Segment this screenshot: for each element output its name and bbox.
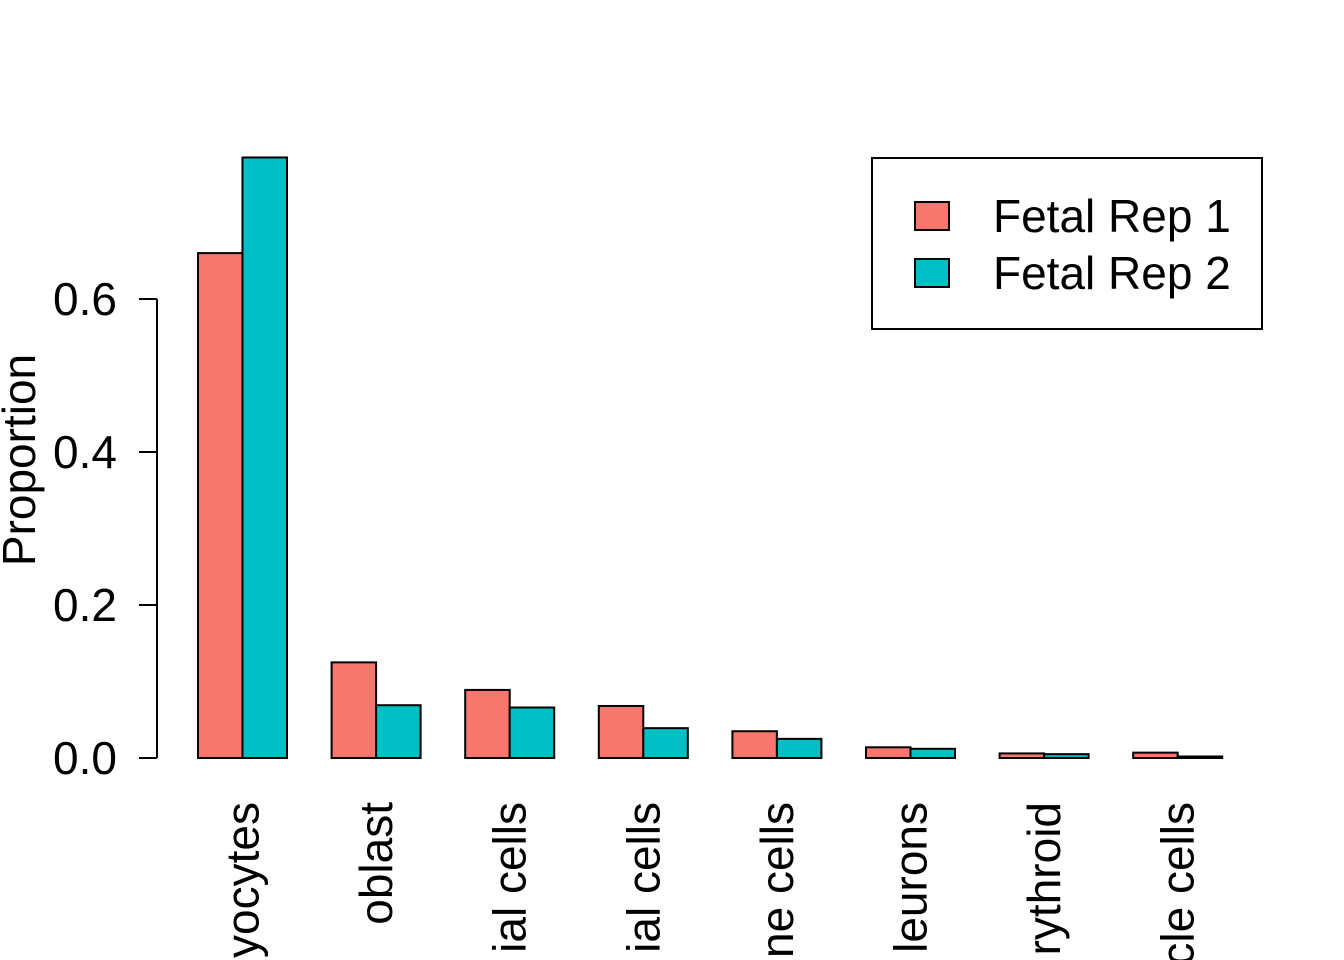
category-label: rythroid <box>1018 802 1070 955</box>
bar-2 <box>909 747 956 760</box>
bar-1 <box>197 252 244 759</box>
category-labels: yocytes oblast ial cells ial cells ne cells l… <box>217 802 1204 960</box>
category-label: yocytes <box>217 802 269 958</box>
category-label: oblast <box>350 802 402 925</box>
bar-1 <box>865 746 912 759</box>
y-tick-label: 0.0 <box>53 732 117 784</box>
legend-label: Fetal Rep 2 <box>993 247 1231 299</box>
legend-box <box>871 157 1263 330</box>
legend-label: Fetal Rep 1 <box>993 190 1231 242</box>
bar-2 <box>642 727 689 759</box>
bar-1 <box>330 661 378 759</box>
y-tick-label: 0.6 <box>53 273 117 325</box>
bar-2 <box>775 737 823 759</box>
category-label: ial cells <box>484 802 536 953</box>
bar-2 <box>375 704 422 760</box>
y-axis-label: Proportion <box>0 354 45 566</box>
category-label: ne cells <box>751 802 803 958</box>
bar-2 <box>1176 755 1224 759</box>
bar-1 <box>597 704 645 759</box>
bar-2 <box>241 156 288 760</box>
bar-1 <box>998 752 1046 759</box>
bars <box>197 156 1224 760</box>
category-label: ial cells <box>617 802 669 953</box>
category-label: leurons <box>885 802 937 953</box>
y-tick-label: 0.2 <box>53 579 117 631</box>
bar-1 <box>731 730 778 759</box>
bar-2 <box>508 706 556 760</box>
y-tick-label: 0.4 <box>53 426 117 478</box>
bar-1 <box>464 688 511 759</box>
bar-2 <box>1043 753 1090 759</box>
legend-swatch <box>914 201 950 231</box>
category-label: cle cells <box>1152 802 1204 960</box>
legend-swatch <box>914 258 950 288</box>
y-axis: 0.0 0.2 0.4 0.6 <box>53 273 158 784</box>
bar-1 <box>1132 751 1179 760</box>
